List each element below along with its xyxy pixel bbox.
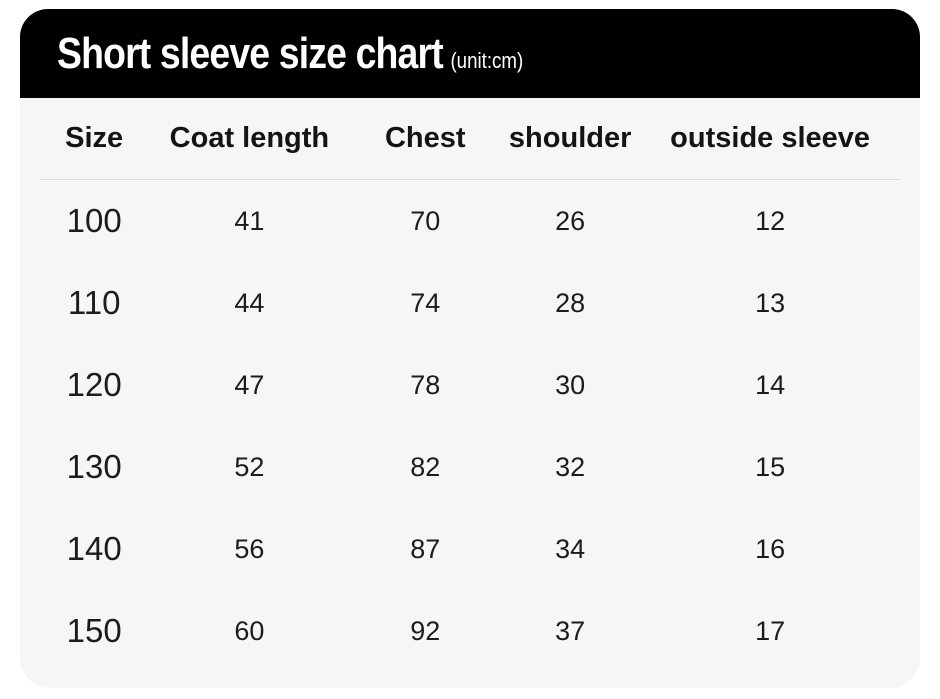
size-value: 140	[66, 530, 122, 567]
table-header-row: Size Coat length Chest shoulder outside …	[40, 98, 900, 180]
size-chart-card: Short sleeve size chart (unit:cm) Size C…	[20, 9, 920, 688]
outside-sleeve-value: 14	[755, 369, 786, 400]
column-header-size: Size	[65, 122, 124, 154]
shoulder-value: 32	[555, 451, 586, 482]
outside-sleeve-value: 15	[755, 451, 786, 482]
size-table: Size Coat length Chest shoulder outside …	[20, 98, 920, 688]
table-row-size-120: 120 47 78 30 14	[40, 344, 900, 426]
column-header-chest: Chest	[384, 122, 466, 154]
coat-length-value: 41	[234, 205, 265, 236]
chest-value: 82	[410, 451, 441, 482]
shoulder-value: 37	[555, 615, 586, 646]
shoulder-value: 34	[555, 533, 586, 564]
size-value: 120	[66, 366, 122, 403]
chest-value: 87	[410, 533, 441, 564]
column-header-outside-sleeve: outside sleeve	[670, 122, 871, 154]
table-row-size-140: 140 56 87 34 16	[40, 508, 900, 590]
shoulder-value: 28	[555, 287, 586, 318]
chest-value: 74	[410, 287, 441, 318]
chest-value: 78	[410, 369, 441, 400]
chart-title: Short sleeve size chart	[57, 28, 444, 78]
table-row-size-130: 130 52 82 32 15	[40, 426, 900, 508]
outside-sleeve-value: 17	[755, 615, 786, 646]
chest-value: 92	[410, 615, 441, 646]
chest-value: 70	[410, 205, 441, 236]
coat-length-value: 56	[234, 533, 265, 564]
chart-title-bar: Short sleeve size chart (unit:cm)	[20, 9, 920, 98]
shoulder-value: 30	[555, 369, 586, 400]
table-row-size-150: 150 60 92 37 17	[40, 590, 900, 672]
chart-title-group: Short sleeve size chart (unit:cm)	[57, 29, 523, 79]
outside-sleeve-value: 12	[755, 205, 786, 236]
outside-sleeve-value: 16	[755, 533, 786, 564]
size-value: 130	[66, 448, 122, 485]
size-value: 100	[66, 202, 122, 239]
table-row-size-110: 110 44 74 28 13	[40, 262, 900, 344]
coat-length-value: 44	[234, 287, 265, 318]
coat-length-value: 47	[234, 369, 265, 400]
shoulder-value: 26	[555, 205, 586, 236]
outside-sleeve-value: 13	[755, 287, 786, 318]
column-header-shoulder: shoulder	[508, 122, 632, 154]
size-value: 110	[67, 284, 121, 321]
column-header-coat-length: Coat length	[169, 122, 330, 154]
table-row-size-100: 100 41 70 26 12	[40, 180, 900, 262]
chart-unit-label: (unit:cm)	[450, 47, 524, 73]
size-value: 150	[66, 612, 122, 649]
coat-length-value: 60	[234, 615, 265, 646]
coat-length-value: 52	[234, 451, 265, 482]
